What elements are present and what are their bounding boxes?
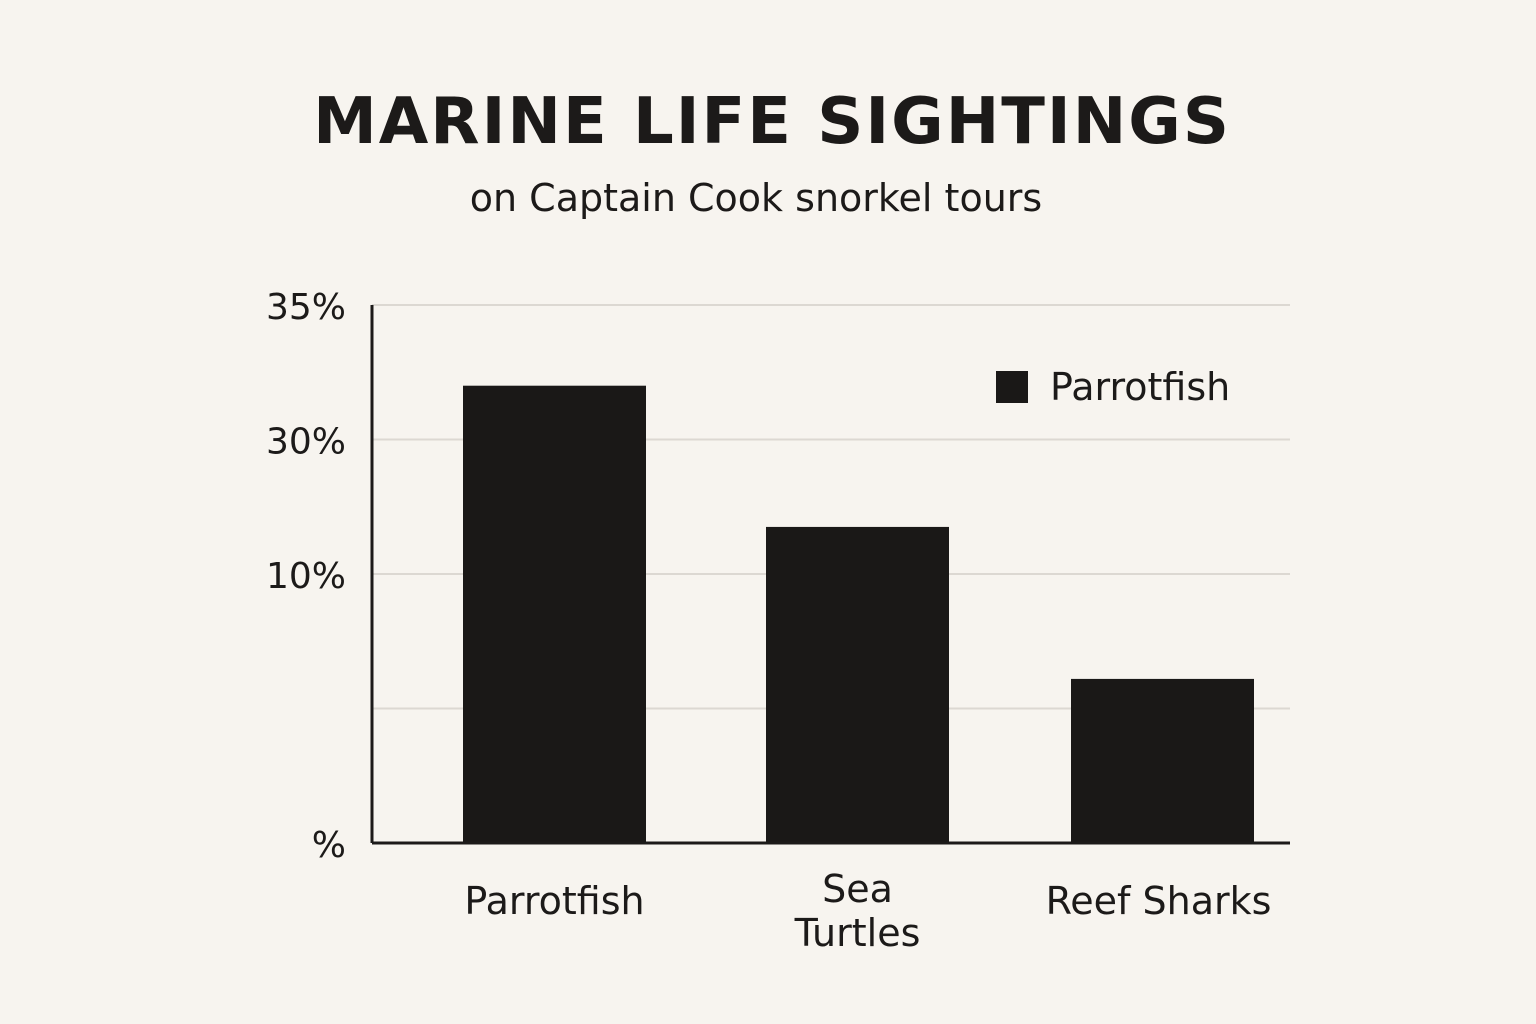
- bars: [463, 385, 1254, 843]
- y-tick-label: 30%: [266, 422, 346, 463]
- y-tick-labels: % 10% 30% 35%: [266, 287, 346, 866]
- bar-parrotfish: [463, 385, 646, 843]
- y-tick-label: 35%: [266, 287, 346, 328]
- bar-sea-turtles: [766, 526, 949, 843]
- category-label-line: Turtles: [794, 911, 921, 955]
- category-label-line: Sea: [822, 867, 893, 911]
- bar-reef-sharks: [1071, 678, 1254, 843]
- y-tick-label: 10%: [266, 556, 346, 597]
- chart-subtitle: on Captain Cook snorkel tours: [469, 176, 1043, 220]
- category-label-line: Parrotfish: [464, 879, 644, 923]
- chart-title: MARINE LIFE SIGHTINGS: [313, 85, 1231, 159]
- category-label-reef-sharks: Reef Sharks: [1046, 879, 1272, 923]
- category-labels: Parrotfish Sea Turtles Reef Sharks: [464, 867, 1271, 955]
- category-label-parrotfish: Parrotfish: [464, 879, 644, 923]
- legend: Parrotfish: [996, 365, 1230, 409]
- legend-label: Parrotfish: [1050, 365, 1230, 409]
- legend-swatch: [996, 371, 1028, 403]
- category-label-sea-turtles: Sea Turtles: [794, 867, 921, 955]
- axes: [370, 305, 1290, 845]
- category-label-line: Reef Sharks: [1046, 879, 1272, 923]
- y-tick-label: %: [312, 825, 346, 866]
